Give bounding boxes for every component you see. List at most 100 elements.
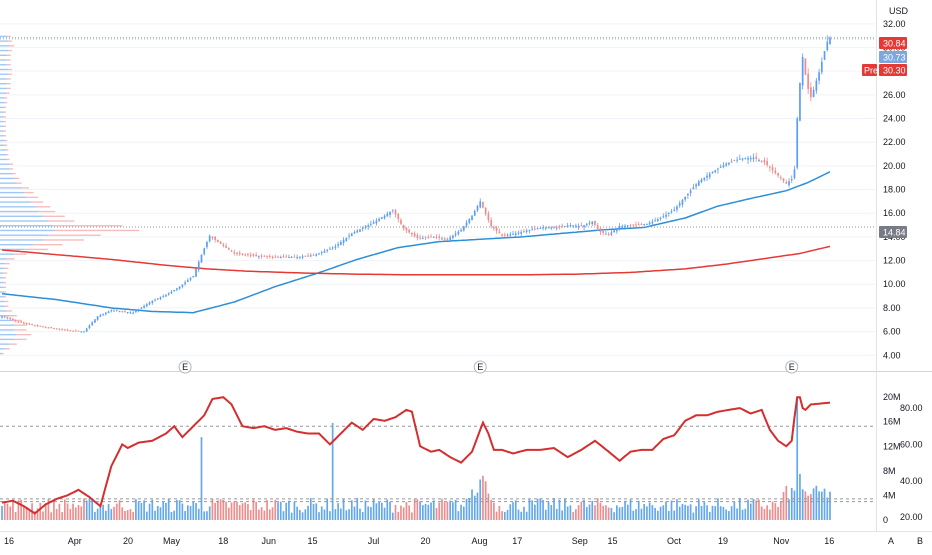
candle[interactable] bbox=[490, 217, 492, 229]
candle[interactable] bbox=[820, 57, 823, 75]
candle[interactable] bbox=[575, 223, 577, 229]
earnings-event-marker[interactable]: E bbox=[785, 360, 799, 374]
candle[interactable] bbox=[309, 253, 312, 258]
candle[interactable] bbox=[91, 321, 94, 327]
candle[interactable] bbox=[252, 253, 255, 258]
time-axis-button-b[interactable]: B bbox=[917, 536, 923, 546]
candle[interactable] bbox=[498, 228, 501, 234]
candle[interactable] bbox=[432, 236, 435, 238]
candle[interactable] bbox=[747, 155, 749, 164]
candle[interactable] bbox=[219, 241, 222, 245]
candle[interactable] bbox=[137, 308, 140, 313]
candle[interactable] bbox=[312, 253, 315, 256]
candle[interactable] bbox=[238, 250, 241, 256]
candle[interactable] bbox=[244, 253, 247, 257]
candle[interactable] bbox=[662, 213, 665, 219]
candle[interactable] bbox=[301, 254, 304, 260]
candle[interactable] bbox=[397, 213, 400, 223]
candle[interactable] bbox=[640, 222, 643, 226]
candle[interactable] bbox=[102, 313, 104, 317]
candle[interactable] bbox=[33, 324, 36, 327]
candle[interactable] bbox=[364, 224, 367, 230]
candle[interactable] bbox=[42, 325, 44, 328]
candle[interactable] bbox=[405, 227, 408, 234]
candle[interactable] bbox=[184, 280, 186, 286]
candle[interactable] bbox=[637, 221, 640, 226]
candle[interactable] bbox=[763, 157, 766, 166]
candle[interactable] bbox=[654, 217, 656, 222]
candle[interactable] bbox=[728, 162, 730, 166]
candle[interactable] bbox=[572, 224, 574, 229]
candle[interactable] bbox=[124, 310, 126, 313]
candle[interactable] bbox=[72, 330, 74, 332]
candle[interactable] bbox=[132, 311, 135, 315]
candle[interactable] bbox=[648, 220, 651, 226]
candle[interactable] bbox=[667, 212, 670, 217]
currency-label[interactable]: USD bbox=[889, 6, 909, 16]
candle[interactable] bbox=[167, 292, 170, 296]
candle[interactable] bbox=[659, 216, 662, 221]
candle[interactable] bbox=[517, 230, 520, 236]
candle[interactable] bbox=[178, 286, 181, 291]
candle[interactable] bbox=[561, 223, 564, 228]
candle[interactable] bbox=[501, 233, 503, 239]
candle[interactable] bbox=[758, 158, 760, 163]
candle[interactable] bbox=[129, 311, 132, 315]
candle[interactable] bbox=[247, 252, 249, 257]
candle[interactable] bbox=[558, 224, 561, 230]
candle[interactable] bbox=[722, 162, 725, 169]
candle[interactable] bbox=[192, 275, 195, 278]
candle[interactable] bbox=[361, 226, 364, 232]
candle[interactable] bbox=[326, 248, 329, 253]
candle[interactable] bbox=[206, 240, 208, 250]
candle[interactable] bbox=[624, 224, 626, 230]
candle[interactable] bbox=[566, 222, 569, 228]
candle[interactable] bbox=[173, 289, 176, 292]
candle[interactable] bbox=[755, 152, 758, 162]
candle[interactable] bbox=[233, 249, 236, 256]
candle[interactable] bbox=[222, 242, 225, 248]
candle[interactable] bbox=[12, 317, 14, 321]
candle[interactable] bbox=[441, 236, 443, 240]
candle[interactable] bbox=[288, 254, 290, 259]
candle[interactable] bbox=[337, 241, 339, 249]
time-axis[interactable]: 16 Apr 20 May 18 Jun 15 Jul 20 Aug 17 Sep 15 Oct 19 Nov… bbox=[4, 536, 834, 546]
candle[interactable] bbox=[520, 229, 523, 237]
candle[interactable] bbox=[471, 215, 473, 221]
candle[interactable] bbox=[50, 326, 53, 329]
candle[interactable] bbox=[539, 226, 542, 229]
candle[interactable] bbox=[340, 239, 342, 246]
candle[interactable] bbox=[400, 217, 402, 226]
candle[interactable] bbox=[176, 287, 178, 292]
candle[interactable] bbox=[115, 309, 118, 312]
candle[interactable] bbox=[17, 320, 20, 323]
candle[interactable] bbox=[31, 323, 33, 326]
candle[interactable] bbox=[315, 253, 318, 257]
candle[interactable] bbox=[807, 68, 809, 94]
candle[interactable] bbox=[421, 235, 424, 240]
candle[interactable] bbox=[810, 82, 812, 102]
candle[interactable] bbox=[378, 217, 380, 223]
candle[interactable] bbox=[359, 229, 361, 233]
candle[interactable] bbox=[725, 162, 728, 168]
candle[interactable] bbox=[564, 225, 566, 228]
candle[interactable] bbox=[681, 198, 684, 208]
candle[interactable] bbox=[342, 237, 345, 246]
candle[interactable] bbox=[380, 216, 383, 220]
candle[interactable] bbox=[274, 254, 277, 258]
candle[interactable] bbox=[793, 165, 796, 180]
candle[interactable] bbox=[113, 309, 115, 312]
earnings-event-marker[interactable]: E bbox=[473, 360, 487, 374]
candle[interactable] bbox=[443, 237, 446, 242]
candle[interactable] bbox=[266, 255, 268, 259]
candle[interactable] bbox=[719, 164, 722, 168]
candle[interactable] bbox=[263, 255, 266, 258]
candle[interactable] bbox=[512, 230, 514, 236]
candle[interactable] bbox=[468, 217, 471, 225]
candle[interactable] bbox=[684, 196, 687, 202]
candle[interactable] bbox=[200, 254, 203, 263]
earnings-event-marker[interactable]: E bbox=[178, 360, 192, 374]
candle[interactable] bbox=[484, 207, 487, 216]
candle[interactable] bbox=[44, 325, 47, 329]
